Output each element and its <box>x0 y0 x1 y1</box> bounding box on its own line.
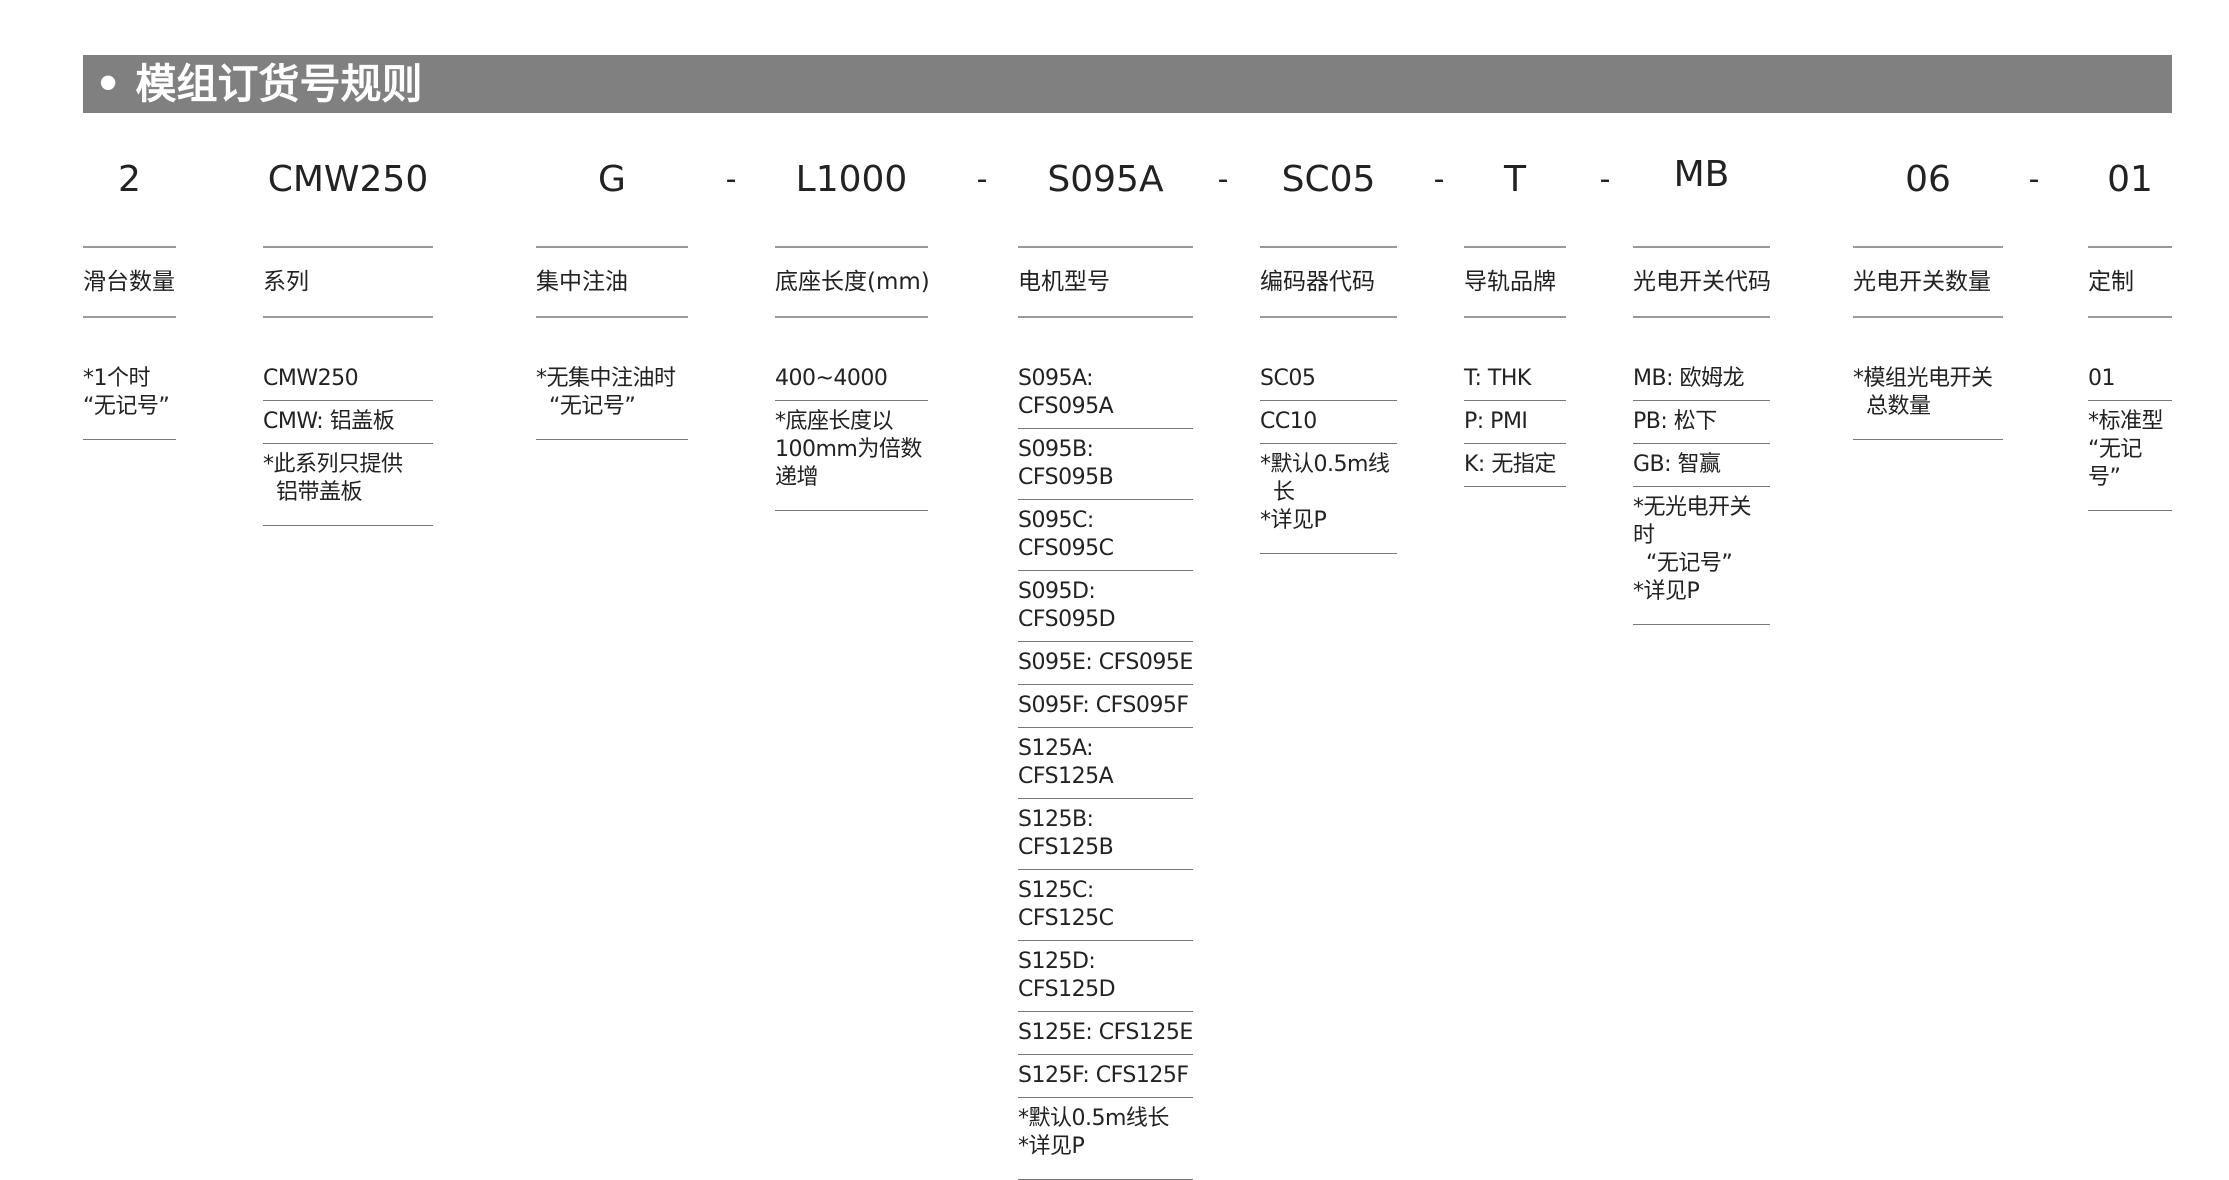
option-item: S095A: CFS095A <box>1018 358 1193 429</box>
option-item: K: 无指定 <box>1464 444 1566 487</box>
column-header: 导轨品牌 <box>1464 246 1566 318</box>
option-item: MB: 欧姆龙 <box>1633 358 1770 401</box>
option-item: S095E: CFS095E <box>1018 642 1193 685</box>
option-item: S125A: CFS125A <box>1018 728 1193 799</box>
option-item: 01 <box>2088 358 2172 401</box>
code-segment: G <box>598 159 626 200</box>
section-title: • 模组订货号规则 <box>83 55 2172 113</box>
column-header: 底座长度(mm) <box>775 246 930 318</box>
code-segment: 2 <box>118 159 141 200</box>
note-item: *底座长度以 100mm为倍数 递增 <box>775 401 928 511</box>
column-header: 编码器代码 <box>1260 246 1397 318</box>
option-item: S095B: CFS095B <box>1018 429 1193 500</box>
code-segment: 01 <box>2107 159 2153 200</box>
note-item: *默认0.5m线长 *详见P <box>1018 1098 1193 1180</box>
separator-dash: - <box>1599 162 1611 197</box>
code-segment: T <box>1504 159 1526 200</box>
option-item: P: PMI <box>1464 401 1566 444</box>
column-header: 集中注油 <box>536 246 688 318</box>
code-segment: MB <box>1673 154 1730 195</box>
separator-dash: - <box>976 162 988 197</box>
option-item: S095F: CFS095F <box>1018 685 1193 728</box>
option-item: S125F: CFS125F <box>1018 1055 1193 1098</box>
column-header: 系列 <box>263 246 433 318</box>
spec-column: 导轨品牌 T: THK P: PMI K: 无指定 <box>1464 246 1566 487</box>
option-item: S095C: CFS095C <box>1018 500 1193 571</box>
option-item: GB: 智赢 <box>1633 444 1770 487</box>
note-item: *无光电开关时 “无记号” *详见P <box>1633 487 1770 625</box>
spec-column: 底座长度(mm) 400~4000 *底座长度以 100mm为倍数 递增 <box>775 246 930 511</box>
option-item: CC10 <box>1260 401 1397 444</box>
note-item: *默认0.5m线 长 *详见P <box>1260 444 1397 554</box>
spec-column: 系列 CMW250 CMW: 铝盖板 *此系列只提供 铝带盖板 <box>263 246 433 526</box>
option-item: S125B: CFS125B <box>1018 799 1193 870</box>
code-segment: SC05 <box>1281 159 1376 200</box>
code-segment: 06 <box>1905 159 1951 200</box>
spec-column: 滑台数量 *1个时 “无记号” <box>83 246 176 440</box>
column-header: 定制 <box>2088 246 2172 318</box>
option-item: PB: 松下 <box>1633 401 1770 444</box>
spec-column: 光电开关数量 *模组光电开关 总数量 <box>1853 246 2003 440</box>
option-item: T: THK <box>1464 358 1566 401</box>
code-segment: CMW250 <box>267 159 429 200</box>
code-segment: L1000 <box>795 159 908 200</box>
note-item: *模组光电开关 总数量 <box>1853 358 2003 440</box>
column-header: 光电开关数量 <box>1853 246 2003 318</box>
option-item: S125D: CFS125D <box>1018 941 1193 1012</box>
option-item: CMW250 <box>263 358 433 401</box>
note-item: *1个时 “无记号” <box>83 358 176 440</box>
code-segment: S095A <box>1047 159 1164 200</box>
separator-dash: - <box>2028 162 2040 197</box>
note-item: *无集中注油时 “无记号” <box>536 358 688 440</box>
column-header: 滑台数量 <box>83 246 176 318</box>
separator-dash: - <box>725 162 737 197</box>
option-item: S095D: CFS095D <box>1018 571 1193 642</box>
separator-dash: - <box>1433 162 1445 197</box>
spec-column: 光电开关代码 MB: 欧姆龙 PB: 松下 GB: 智赢 *无光电开关时 “无记号” *… <box>1633 246 1771 625</box>
option-item: SC05 <box>1260 358 1397 401</box>
spec-column: 集中注油 *无集中注油时 “无记号” <box>536 246 688 440</box>
note-item: *标准型 “无记号” <box>2088 401 2172 511</box>
note-item: *此系列只提供 铝带盖板 <box>263 444 433 526</box>
option-item: CMW: 铝盖板 <box>263 401 433 444</box>
spec-column: 定制 01 *标准型 “无记号” <box>2088 246 2172 511</box>
column-header: 电机型号 <box>1018 246 1193 318</box>
option-item: S125C: CFS125C <box>1018 870 1193 941</box>
option-item: 400~4000 <box>775 358 928 401</box>
spec-column: 电机型号 S095A: CFS095A S095B: CFS095B S095C: C… <box>1018 246 1193 1180</box>
separator-dash: - <box>1217 162 1229 197</box>
column-header: 光电开关代码 <box>1633 246 1771 318</box>
option-item: S125E: CFS125E <box>1018 1012 1193 1055</box>
spec-column: 编码器代码 SC05 CC10 *默认0.5m线 长 *详见P <box>1260 246 1397 554</box>
